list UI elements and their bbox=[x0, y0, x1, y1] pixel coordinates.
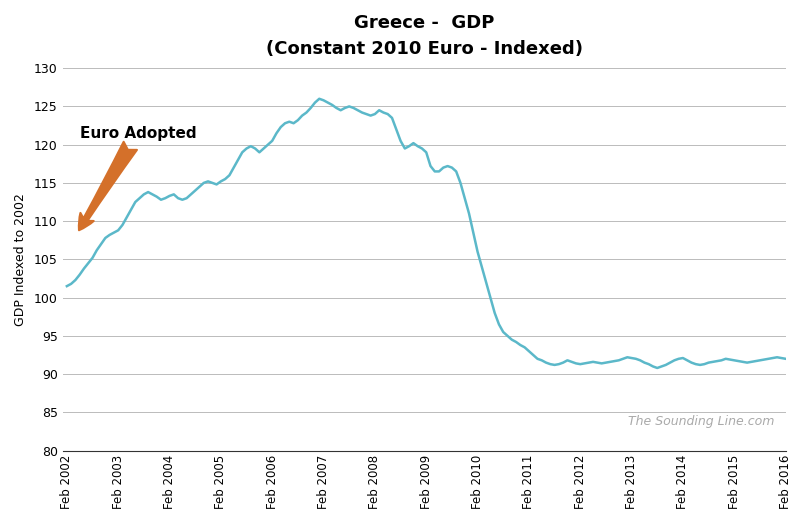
Text: The Sounding Line.com: The Sounding Line.com bbox=[629, 415, 775, 428]
Text: Euro Adopted: Euro Adopted bbox=[79, 126, 197, 230]
Y-axis label: GDP Indexed to 2002: GDP Indexed to 2002 bbox=[14, 193, 27, 326]
Title: Greece -  GDP
(Constant 2010 Euro - Indexed): Greece - GDP (Constant 2010 Euro - Index… bbox=[266, 14, 583, 58]
